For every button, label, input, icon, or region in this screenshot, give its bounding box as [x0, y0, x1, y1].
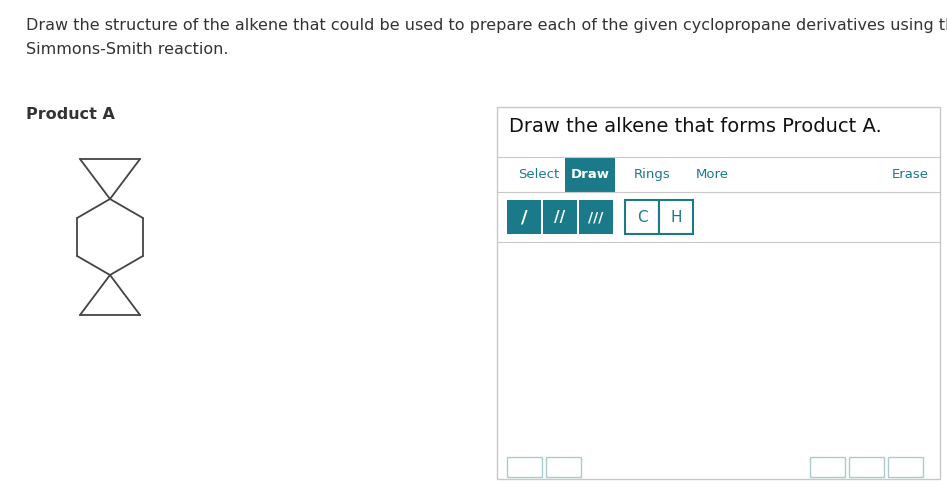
Text: Draw the alkene that forms Product A.: Draw the alkene that forms Product A.: [509, 117, 882, 136]
Text: Select: Select: [518, 168, 560, 181]
Bar: [497, 107, 940, 479]
Bar: [888, 457, 923, 477]
Text: Simmons-Smith reaction.: Simmons-Smith reaction.: [26, 42, 228, 57]
Text: Draw: Draw: [570, 168, 610, 181]
Bar: [546, 457, 581, 477]
Text: Product A: Product A: [26, 107, 115, 122]
Bar: [625, 200, 659, 234]
Bar: [507, 200, 541, 234]
Text: C: C: [636, 209, 648, 225]
Text: Erase: Erase: [891, 168, 928, 181]
Bar: [659, 200, 693, 234]
Bar: [810, 457, 845, 477]
Text: /: /: [521, 208, 527, 226]
Text: //: //: [554, 209, 565, 225]
Bar: [507, 457, 542, 477]
Text: Draw the structure of the alkene that could be used to prepare each of the given: Draw the structure of the alkene that co…: [26, 18, 947, 33]
Text: More: More: [695, 168, 728, 181]
Text: Rings: Rings: [634, 168, 670, 181]
Bar: [543, 200, 577, 234]
Bar: [565, 157, 615, 192]
Bar: [849, 457, 884, 477]
Bar: [579, 200, 613, 234]
Text: ///: ///: [588, 210, 603, 224]
Text: H: H: [670, 209, 682, 225]
